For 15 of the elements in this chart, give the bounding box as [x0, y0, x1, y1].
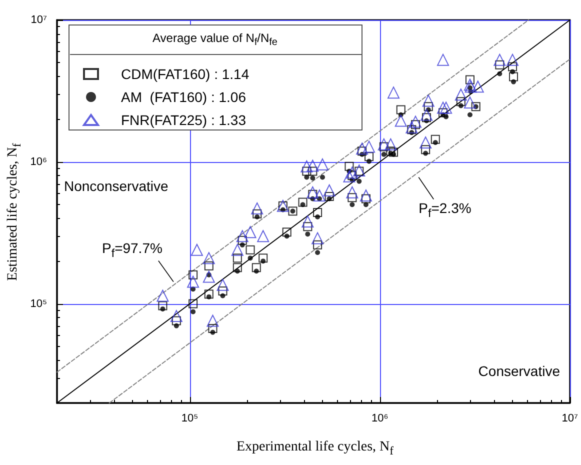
annotation: P$_{f}$=2.3% [418, 200, 472, 222]
legend-label: CDM(FAT160) : 1.14 [121, 66, 250, 82]
x-tick-label: 10⁶ [371, 412, 388, 424]
annotation: P$_{f}$=97.7% [102, 240, 162, 261]
x-tick-label: 10⁷ [562, 412, 578, 424]
y-tick-label: 10⁷ [30, 14, 48, 26]
y-tick-label: 10⁶ [30, 156, 47, 168]
annotation: Nonconservative [64, 178, 168, 194]
y-tick-label: 10⁵ [30, 298, 47, 310]
legend-label: FNR(FAT225) : 1.33 [121, 112, 246, 128]
legend-label: AM (FAT160) : 1.06 [121, 89, 246, 105]
x-axis-title: Experimental life cycles, N$_{f}$ [236, 440, 394, 458]
legend-title: Average value of N$_{f}$/N$_{fe}$ [152, 30, 278, 48]
x-tick-label: 10⁵ [181, 412, 198, 424]
annotation: Conservative [478, 363, 560, 379]
